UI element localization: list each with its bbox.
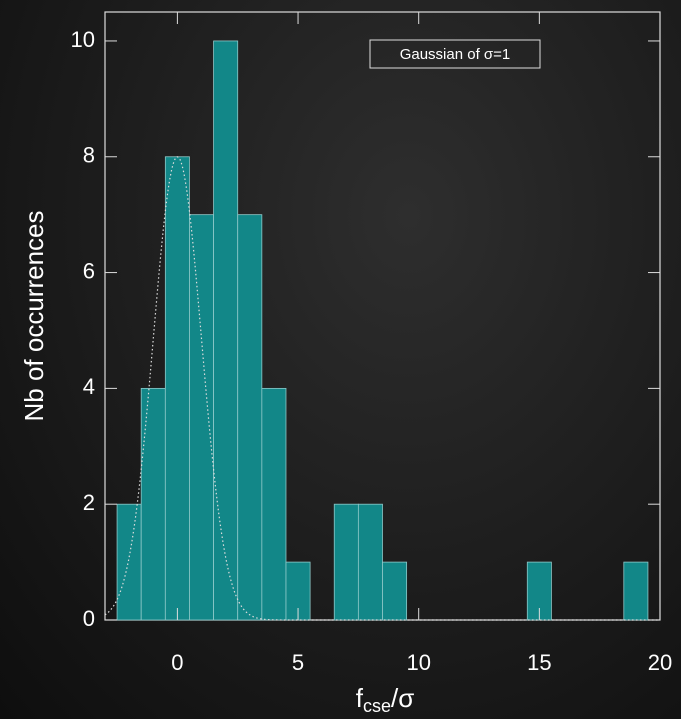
bar [262,388,286,620]
bar [189,215,213,620]
bar [141,388,165,620]
x-label-sub: cse [363,696,391,716]
bar [624,562,648,620]
x-tick-label: 0 [171,650,183,675]
x-tick-label: 5 [292,650,304,675]
y-tick-label: 4 [83,374,95,399]
chart: Nb of occurrences fcse/σ Gaussian of σ=1… [0,0,681,719]
x-label-rest: /σ [391,683,414,713]
y-tick-label: 10 [71,27,95,52]
y-tick-label: 8 [83,143,95,168]
y-tick-label: 2 [83,490,95,515]
y-tick-label: 6 [83,258,95,283]
bar [214,41,238,620]
y-axis-label: Nb of occurrences [19,211,49,422]
x-tick-label: 10 [406,650,430,675]
x-tick-label: 15 [527,650,551,675]
y-tick-label: 0 [83,606,95,631]
bar [334,504,358,620]
bar [383,562,407,620]
bar [238,215,262,620]
bar [165,157,189,620]
bar [117,504,141,620]
legend-label: Gaussian of σ=1 [400,46,511,63]
x-tick-label: 20 [648,650,672,675]
bar [358,504,382,620]
x-axis-label: fcse/σ [356,683,415,716]
